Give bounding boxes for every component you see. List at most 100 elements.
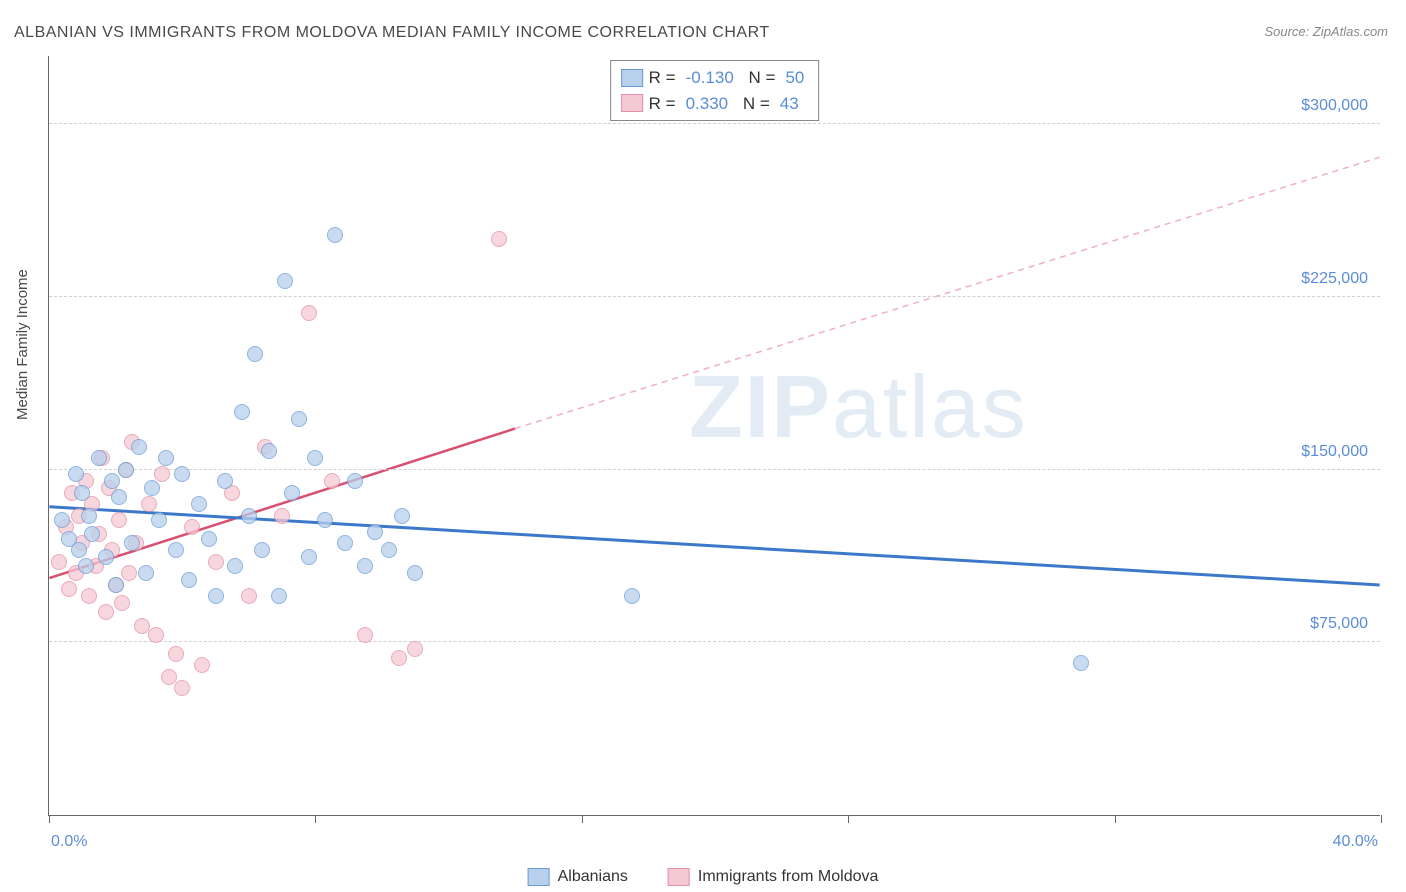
scatter-point xyxy=(194,657,210,673)
bottom-legend: Albanians Immigrants from Moldova xyxy=(528,868,879,886)
scatter-point xyxy=(174,466,190,482)
scatter-point xyxy=(254,542,270,558)
scatter-point xyxy=(84,526,100,542)
scatter-point xyxy=(324,473,340,489)
scatter-point xyxy=(291,411,307,427)
y-axis-label: Median Family Income xyxy=(14,269,31,420)
xtick xyxy=(1381,815,1382,823)
scatter-point xyxy=(201,531,217,547)
scatter-point xyxy=(181,572,197,588)
ytick-label: $75,000 xyxy=(1310,615,1368,633)
scatter-point xyxy=(491,231,507,247)
scatter-point xyxy=(174,680,190,696)
scatter-point xyxy=(261,443,277,459)
scatter-point xyxy=(301,549,317,565)
scatter-point xyxy=(144,480,160,496)
scatter-point xyxy=(98,549,114,565)
scatter-point xyxy=(284,485,300,501)
legend-label-albanians: Albanians xyxy=(558,868,628,886)
scatter-point xyxy=(208,588,224,604)
scatter-point xyxy=(217,473,233,489)
scatter-point xyxy=(394,508,410,524)
xtick-first: 0.0% xyxy=(51,833,87,851)
xtick xyxy=(49,815,50,823)
swatch-moldova xyxy=(621,94,643,112)
scatter-point xyxy=(208,554,224,570)
scatter-point xyxy=(227,558,243,574)
n-value-albanians: 50 xyxy=(781,65,808,91)
swatch-albanians-icon xyxy=(528,868,550,886)
scatter-point xyxy=(247,346,263,362)
trend-lines-svg xyxy=(49,56,1380,815)
watermark-light: atlas xyxy=(832,357,1028,456)
scatter-point xyxy=(54,512,70,528)
legend-item-albanians: Albanians xyxy=(528,868,628,886)
scatter-point xyxy=(61,581,77,597)
stats-row-albanians: R = -0.130 N = 50 xyxy=(621,65,809,91)
xtick xyxy=(1115,815,1116,823)
scatter-point xyxy=(271,588,287,604)
scatter-point xyxy=(148,627,164,643)
scatter-point xyxy=(1073,655,1089,671)
n-label: N = xyxy=(744,65,776,91)
xtick xyxy=(582,815,583,823)
scatter-point xyxy=(624,588,640,604)
legend-item-moldova: Immigrants from Moldova xyxy=(668,868,879,886)
scatter-point xyxy=(81,588,97,604)
scatter-point xyxy=(357,627,373,643)
scatter-point xyxy=(367,524,383,540)
scatter-point xyxy=(277,273,293,289)
scatter-point xyxy=(108,577,124,593)
scatter-point xyxy=(191,496,207,512)
stats-legend: R = -0.130 N = 50 R = 0.330 N = 43 xyxy=(610,60,820,121)
scatter-point xyxy=(317,512,333,528)
scatter-point xyxy=(141,496,157,512)
scatter-point xyxy=(131,439,147,455)
scatter-point xyxy=(124,535,140,551)
scatter-point xyxy=(158,450,174,466)
scatter-point xyxy=(184,519,200,535)
gridline-h xyxy=(49,123,1380,124)
scatter-point xyxy=(118,462,134,478)
n-value-moldova: 43 xyxy=(776,91,803,117)
r-value-moldova: 0.330 xyxy=(682,91,733,117)
scatter-point xyxy=(154,466,170,482)
scatter-point xyxy=(337,535,353,551)
r-value-albanians: -0.130 xyxy=(682,65,738,91)
scatter-point xyxy=(407,565,423,581)
watermark-bold: ZIP xyxy=(689,357,832,456)
scatter-point xyxy=(74,485,90,501)
scatter-point xyxy=(168,542,184,558)
scatter-point xyxy=(347,473,363,489)
scatter-point xyxy=(307,450,323,466)
n-label: N = xyxy=(738,91,770,117)
r-label: R = xyxy=(649,91,676,117)
scatter-point xyxy=(274,508,290,524)
watermark: ZIPatlas xyxy=(689,356,1028,458)
scatter-point xyxy=(121,565,137,581)
plot-area: ZIPatlas R = -0.130 N = 50 R = 0.330 N =… xyxy=(48,56,1380,816)
r-label: R = xyxy=(649,65,676,91)
scatter-point xyxy=(168,646,184,662)
scatter-point xyxy=(234,404,250,420)
xtick-last: 40.0% xyxy=(1333,833,1378,851)
gridline-h xyxy=(49,469,1380,470)
chart-title: ALBANIAN VS IMMIGRANTS FROM MOLDOVA MEDI… xyxy=(14,24,770,42)
xtick xyxy=(848,815,849,823)
scatter-point xyxy=(111,512,127,528)
scatter-point xyxy=(114,595,130,611)
scatter-point xyxy=(81,508,97,524)
gridline-h xyxy=(49,641,1380,642)
scatter-point xyxy=(68,466,84,482)
chart-container: ALBANIAN VS IMMIGRANTS FROM MOLDOVA MEDI… xyxy=(0,0,1406,892)
scatter-point xyxy=(161,669,177,685)
scatter-point xyxy=(241,508,257,524)
scatter-point xyxy=(301,305,317,321)
scatter-point xyxy=(51,554,67,570)
legend-label-moldova: Immigrants from Moldova xyxy=(698,868,879,886)
swatch-moldova-icon xyxy=(668,868,690,886)
gridline-h xyxy=(49,296,1380,297)
scatter-point xyxy=(381,542,397,558)
scatter-point xyxy=(104,473,120,489)
scatter-point xyxy=(78,558,94,574)
